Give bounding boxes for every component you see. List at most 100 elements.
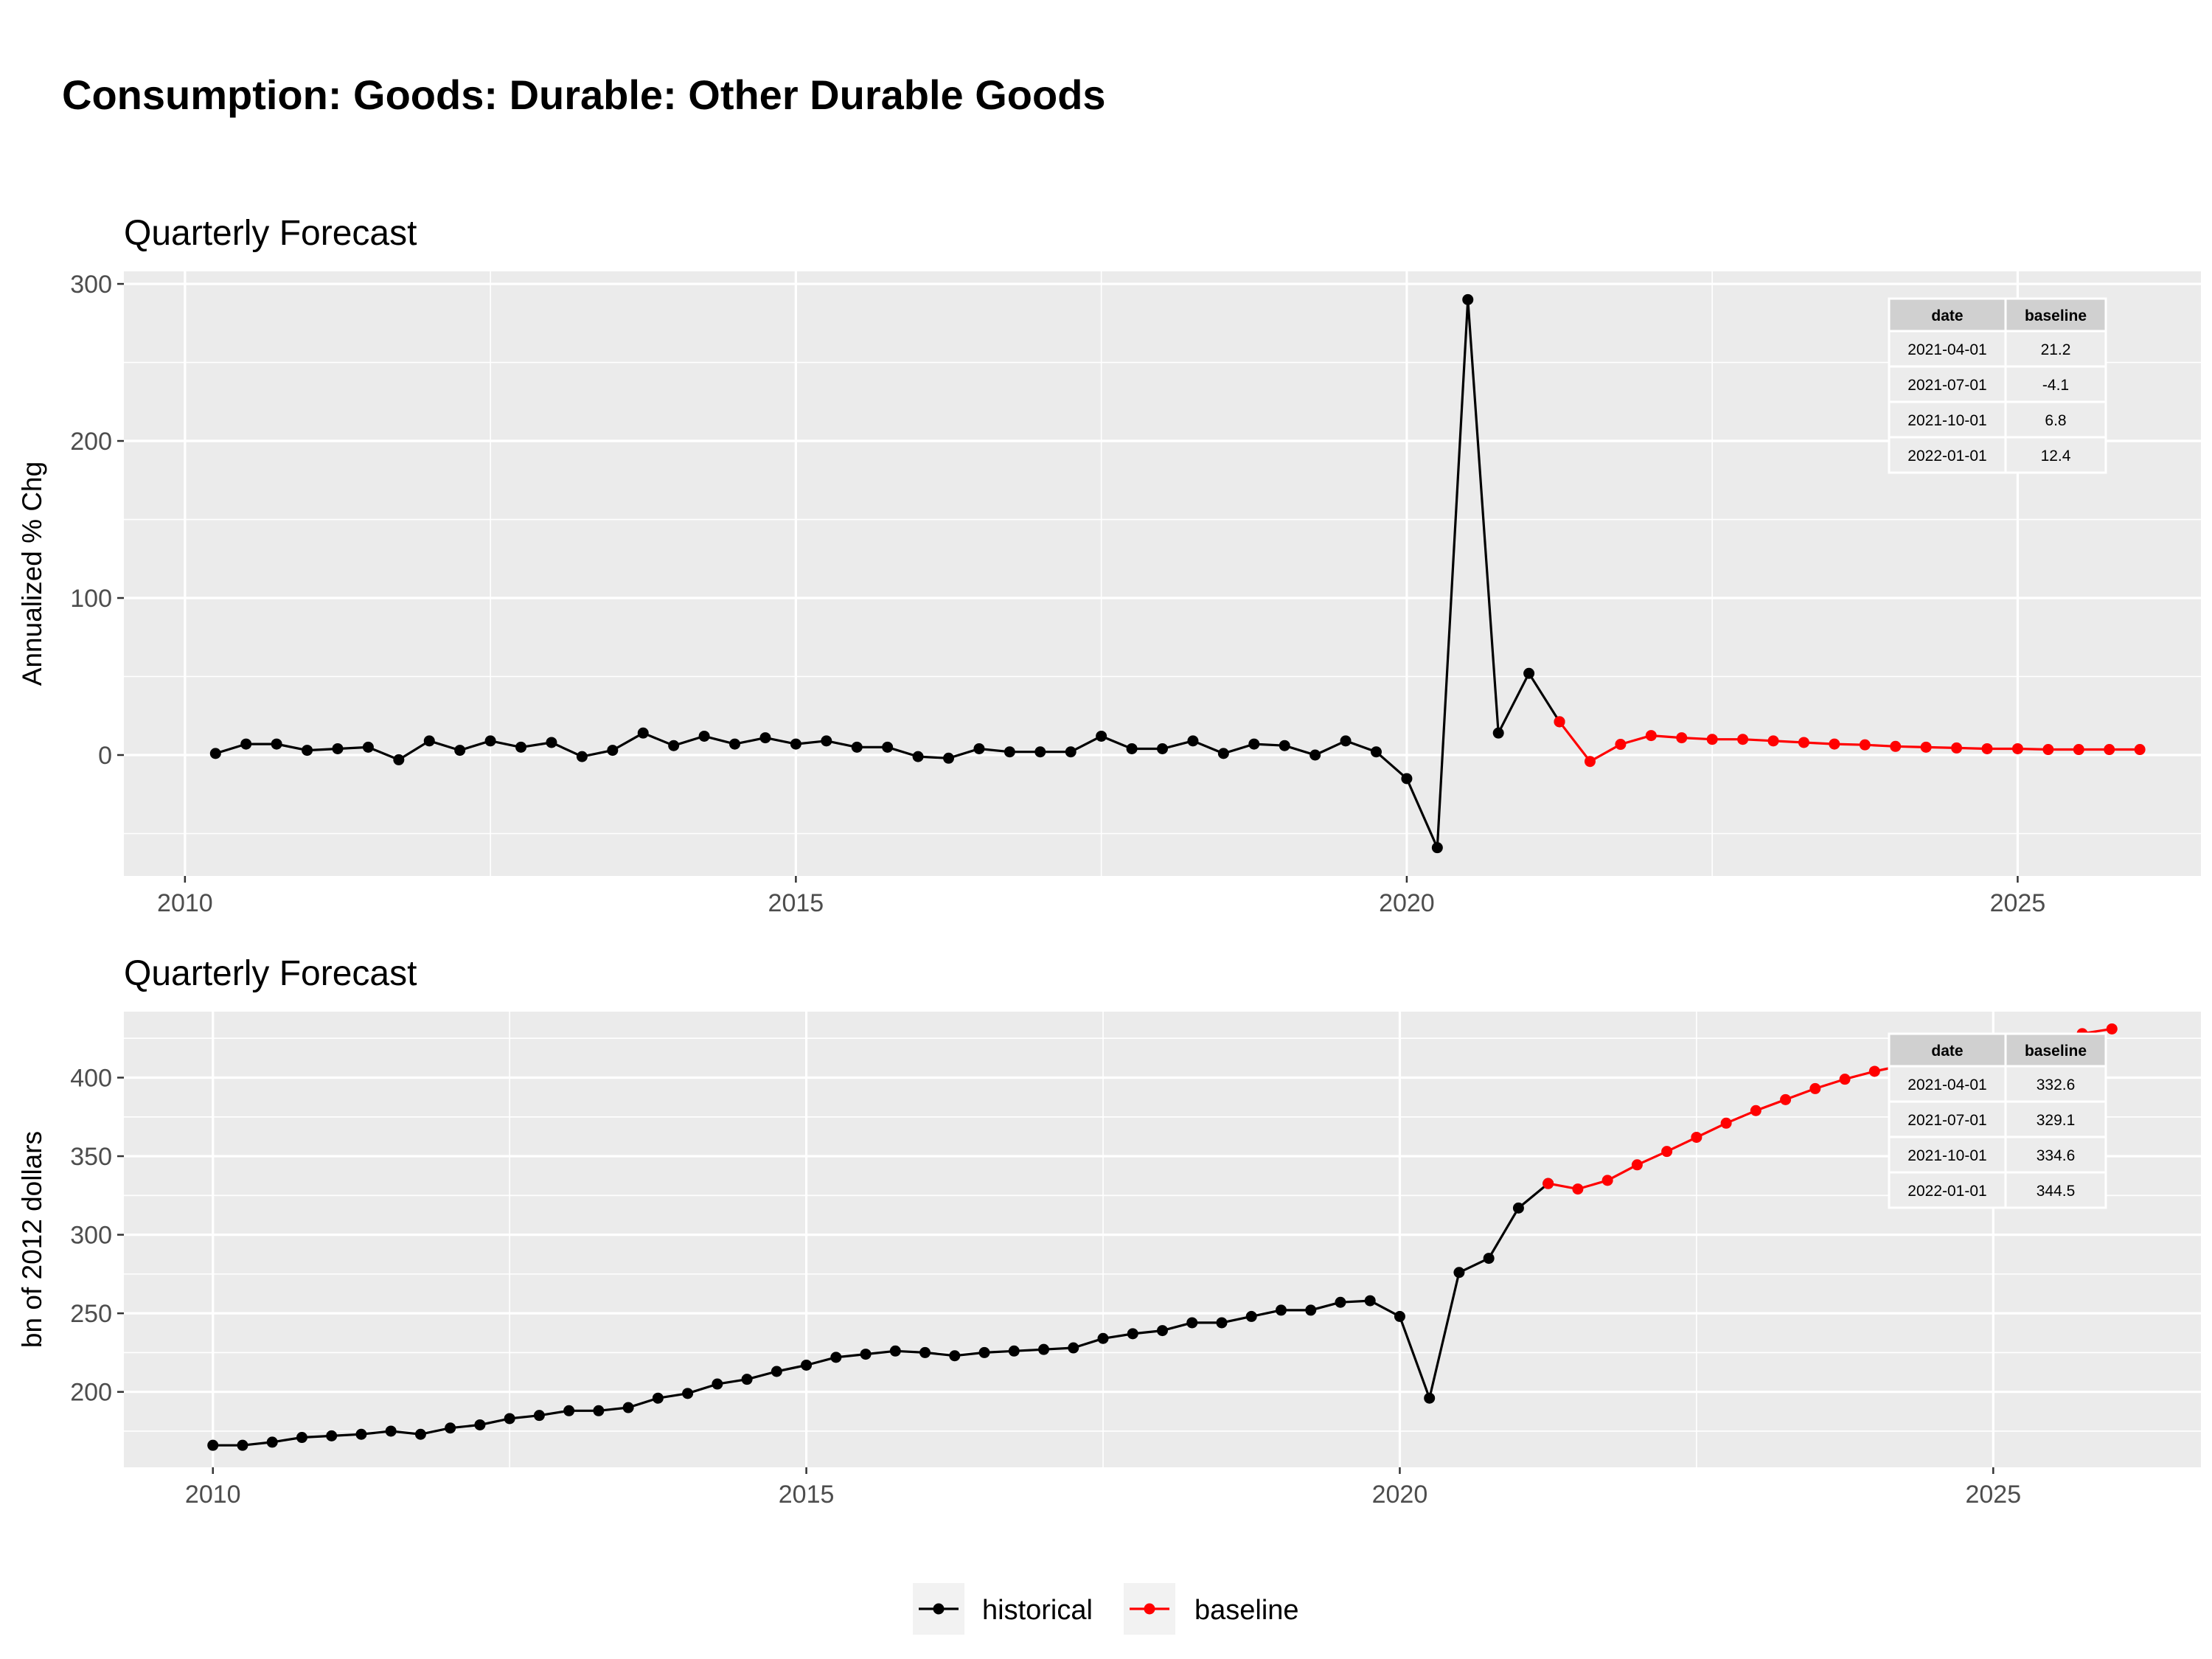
data-point-historical	[1512, 1202, 1524, 1214]
data-point-historical	[682, 1388, 694, 1399]
table-cell-text: 2021-07-01	[1907, 1112, 1986, 1129]
x-tick-label: 2010	[185, 1481, 241, 1509]
data-point-baseline	[1780, 1093, 1792, 1105]
data-point-historical	[1187, 735, 1199, 747]
data-point-historical	[1462, 293, 1474, 305]
data-point-historical	[1186, 1317, 1198, 1329]
data-point-historical	[423, 735, 435, 747]
data-point-baseline	[1920, 741, 1932, 753]
data-point-historical	[1279, 740, 1290, 751]
data-point-baseline	[1750, 1105, 1761, 1116]
x-tick-label: 2020	[1372, 1481, 1428, 1509]
data-point-historical	[563, 1405, 575, 1416]
data-point-baseline	[1890, 740, 1902, 752]
data-point-historical	[698, 730, 710, 742]
table-header-cell	[2004, 1032, 2107, 1068]
data-point-baseline	[1691, 1131, 1703, 1143]
data-point-baseline	[1809, 1082, 1821, 1094]
data-point-historical	[454, 745, 466, 757]
data-point-historical	[1424, 1392, 1436, 1404]
data-point-baseline	[2011, 742, 2023, 754]
data-point-historical	[771, 1366, 782, 1377]
data-point-historical	[1096, 730, 1107, 742]
data-point-historical	[1157, 742, 1168, 754]
data-point-historical	[1453, 1267, 1465, 1279]
data-point-historical	[576, 751, 588, 762]
table-cell-text: 12.4	[2041, 448, 2071, 465]
plot-panel	[124, 271, 2201, 876]
data-point-historical	[362, 741, 374, 753]
data-point-historical	[271, 738, 282, 750]
data-point-historical	[1068, 1342, 1079, 1354]
y-axis-title: bn of 2012 dollars	[17, 1131, 47, 1348]
data-point-historical	[393, 754, 405, 765]
data-point-historical	[1401, 773, 1413, 785]
chart-subtitle: Quarterly Forecast	[124, 954, 417, 993]
y-tick-label: 350	[70, 1143, 112, 1171]
y-tick-label: 0	[98, 742, 112, 770]
y-tick-label: 100	[70, 585, 112, 613]
x-tick-label: 2015	[779, 1481, 835, 1509]
data-point-historical	[207, 1439, 219, 1451]
data-point-historical	[1008, 1345, 1020, 1357]
data-point-historical	[1038, 1343, 1050, 1355]
data-point-historical	[1394, 1310, 1405, 1322]
data-point-baseline	[1798, 737, 1809, 748]
data-point-historical	[889, 1345, 901, 1357]
data-point-historical	[1126, 742, 1138, 754]
table-cell	[1888, 1065, 2007, 1103]
data-point-historical	[741, 1374, 753, 1385]
data-point-historical	[266, 1436, 278, 1448]
data-point-baseline	[1720, 1117, 1732, 1129]
data-point-historical	[1305, 1304, 1317, 1316]
y-tick-label: 200	[70, 428, 112, 456]
data-point-historical	[1065, 746, 1077, 758]
table-cell	[2004, 330, 2107, 368]
legend: historical baseline	[913, 1583, 1299, 1635]
forecast-table: date baseline 2021-04-01 332.6 2021-07-01 329…	[1888, 1032, 2107, 1209]
data-point-historical	[240, 738, 252, 750]
data-point-historical	[821, 735, 832, 747]
data-point-historical	[546, 737, 557, 748]
data-point-historical	[943, 752, 955, 764]
data-point-baseline	[1661, 1146, 1673, 1158]
data-point-historical	[652, 1392, 664, 1404]
table-cell-text: 2021-10-01	[1907, 1147, 1986, 1164]
data-point-historical	[237, 1439, 248, 1451]
data-point-historical	[1248, 738, 1260, 750]
x-tick-label: 2025	[1965, 1481, 2021, 1509]
data-point-historical	[978, 1346, 990, 1358]
table-cell-text: 2021-07-01	[1907, 377, 1986, 394]
data-point-historical	[332, 742, 344, 754]
data-point-baseline	[1951, 742, 1963, 754]
data-point-baseline	[1767, 735, 1779, 747]
data-point-historical	[385, 1425, 397, 1437]
data-point-baseline	[1543, 1178, 1554, 1189]
table-cell	[2004, 436, 2107, 474]
data-point-historical	[209, 748, 221, 759]
data-point-historical	[302, 745, 313, 757]
table-cell	[2004, 365, 2107, 403]
data-point-baseline	[2104, 744, 2115, 756]
data-point-historical	[607, 745, 619, 757]
data-point-historical	[1245, 1310, 1257, 1322]
legend-point-historical	[933, 1603, 945, 1615]
data-point-historical	[593, 1405, 605, 1416]
x-tick-label: 2010	[157, 889, 213, 917]
table-cell	[2004, 1135, 2107, 1174]
data-point-historical	[1492, 727, 1504, 739]
data-point-historical	[1127, 1328, 1138, 1340]
table-header-baseline: baseline	[2025, 307, 2087, 324]
x-tick-label: 2015	[768, 889, 824, 917]
table-header-date: date	[1931, 1043, 1963, 1060]
chart-panel-1: Quarterly Forecast 0 100 200 300 2010 2015 2020…	[17, 214, 2201, 917]
data-point-historical	[919, 1346, 931, 1358]
table-cell	[1888, 436, 2007, 474]
data-point-historical	[860, 1349, 872, 1360]
table-header-cell	[1888, 297, 2007, 333]
table-cell	[1888, 400, 2007, 439]
data-point-historical	[729, 738, 741, 750]
data-point-historical	[1004, 746, 1015, 758]
table-cell-text: 329.1	[2037, 1112, 2076, 1129]
legend-label-historical: historical	[982, 1595, 1093, 1626]
